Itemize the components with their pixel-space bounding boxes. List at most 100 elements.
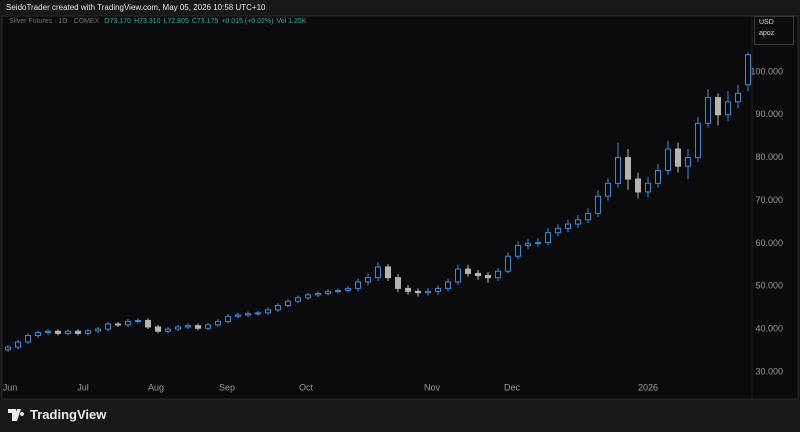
candle-body bbox=[585, 212, 591, 221]
candle-body bbox=[165, 328, 171, 332]
ohlc-value: O73.170 bbox=[104, 18, 132, 25]
candle-body bbox=[75, 330, 81, 334]
candle-body bbox=[295, 297, 301, 302]
candle-body bbox=[15, 341, 21, 348]
candle-body bbox=[385, 266, 391, 279]
symbol-legend: Silver Futures · 1D · COMEX O73.170 H73.3… bbox=[9, 18, 306, 25]
x-tick-label: Oct bbox=[299, 382, 314, 392]
candle-body bbox=[105, 323, 111, 330]
candle-body bbox=[455, 268, 461, 283]
candle-body bbox=[735, 92, 741, 103]
candle-body bbox=[705, 97, 711, 124]
candle-body bbox=[185, 325, 191, 328]
ohlc-value: L72.805 bbox=[163, 18, 189, 25]
candle-body bbox=[635, 178, 641, 193]
ohlc-value: C73.175 bbox=[191, 18, 219, 25]
candle-body bbox=[565, 223, 571, 229]
candle-body bbox=[25, 335, 31, 343]
x-tick-label: Aug bbox=[148, 382, 164, 392]
candle-body bbox=[155, 326, 161, 332]
y-tick-label: 40.000 bbox=[755, 323, 783, 333]
candle-body bbox=[195, 325, 201, 329]
y-tick-label: 60.000 bbox=[755, 238, 783, 248]
candle-body bbox=[175, 326, 181, 330]
scale-label: apoz bbox=[759, 30, 775, 37]
candle-body bbox=[435, 287, 441, 292]
currency-box[interactable]: USD apoz bbox=[754, 16, 794, 45]
candle-body bbox=[115, 323, 121, 326]
candle-body bbox=[465, 268, 471, 274]
candle-body bbox=[655, 169, 661, 184]
x-tick-label: Dec bbox=[504, 382, 521, 392]
candle-body bbox=[545, 232, 551, 244]
candle-body bbox=[35, 332, 41, 337]
candle-body bbox=[425, 290, 431, 294]
chart-panel bbox=[1, 15, 799, 400]
candle-body bbox=[515, 245, 521, 257]
x-tick-label: 2026 bbox=[638, 382, 658, 392]
candle-body bbox=[335, 290, 341, 293]
candle-body bbox=[675, 148, 681, 167]
candle-body bbox=[315, 293, 321, 296]
candle-body bbox=[745, 54, 751, 86]
x-tick-label: Jun bbox=[3, 382, 18, 392]
candle-body bbox=[415, 290, 421, 294]
candle-body bbox=[395, 277, 401, 289]
candle-body bbox=[235, 314, 241, 317]
candle-body bbox=[345, 287, 351, 292]
y-tick-label: 90.000 bbox=[755, 109, 783, 119]
brand-logo bbox=[8, 408, 25, 421]
brand: TradingView bbox=[8, 407, 106, 422]
candle-body bbox=[495, 270, 501, 279]
credit: SeidoTrader created with TradingView.com… bbox=[6, 3, 266, 12]
candle-body bbox=[535, 242, 541, 245]
candle-body bbox=[505, 255, 511, 272]
candle-body bbox=[325, 290, 331, 295]
candle-body bbox=[125, 320, 131, 326]
candle-body bbox=[595, 195, 601, 214]
candle-body bbox=[265, 309, 271, 314]
candle-body bbox=[525, 242, 531, 247]
y-tick-label: 100.000 bbox=[750, 66, 783, 76]
y-tick-label: 70.000 bbox=[755, 195, 783, 205]
candle-body bbox=[285, 300, 291, 307]
candle-body bbox=[375, 266, 381, 279]
candle-body bbox=[85, 330, 91, 334]
candle-body bbox=[205, 324, 211, 329]
x-tick-label: Nov bbox=[424, 382, 441, 392]
candle-body bbox=[555, 227, 561, 234]
candle-body bbox=[305, 294, 311, 299]
candle-body bbox=[685, 157, 691, 167]
ohlc-value: +0.015 (+0.02%) bbox=[221, 18, 274, 25]
candle-body bbox=[45, 330, 51, 334]
candle-body bbox=[615, 157, 621, 184]
candle-body bbox=[65, 330, 71, 334]
candle-body bbox=[145, 320, 151, 328]
ohlc-value: H73.310 bbox=[134, 18, 161, 25]
candle-body bbox=[665, 148, 671, 171]
candle-body bbox=[625, 157, 631, 180]
y-tick-label: 30.000 bbox=[755, 366, 783, 376]
ohlc-value: Vol 1.25K bbox=[276, 18, 307, 25]
candle-body bbox=[715, 97, 721, 116]
candle-body bbox=[695, 122, 701, 159]
x-tick-label: Sep bbox=[219, 382, 235, 392]
candle-body bbox=[355, 281, 361, 289]
y-tick-label: 80.000 bbox=[755, 152, 783, 162]
x-tick-label: Jul bbox=[77, 382, 89, 392]
candle-body bbox=[215, 320, 221, 326]
candle-body bbox=[225, 315, 231, 322]
candle-body bbox=[135, 320, 141, 323]
candle-body bbox=[485, 275, 491, 279]
candle-body bbox=[365, 277, 371, 283]
y-tick-label: 50.000 bbox=[755, 281, 783, 291]
currency: USD bbox=[759, 19, 774, 26]
candle-body bbox=[575, 219, 581, 225]
candle-body bbox=[5, 346, 11, 351]
candle-body bbox=[405, 287, 411, 292]
candle-body bbox=[95, 328, 101, 332]
candle-body bbox=[645, 182, 651, 193]
candle-body bbox=[55, 330, 61, 334]
